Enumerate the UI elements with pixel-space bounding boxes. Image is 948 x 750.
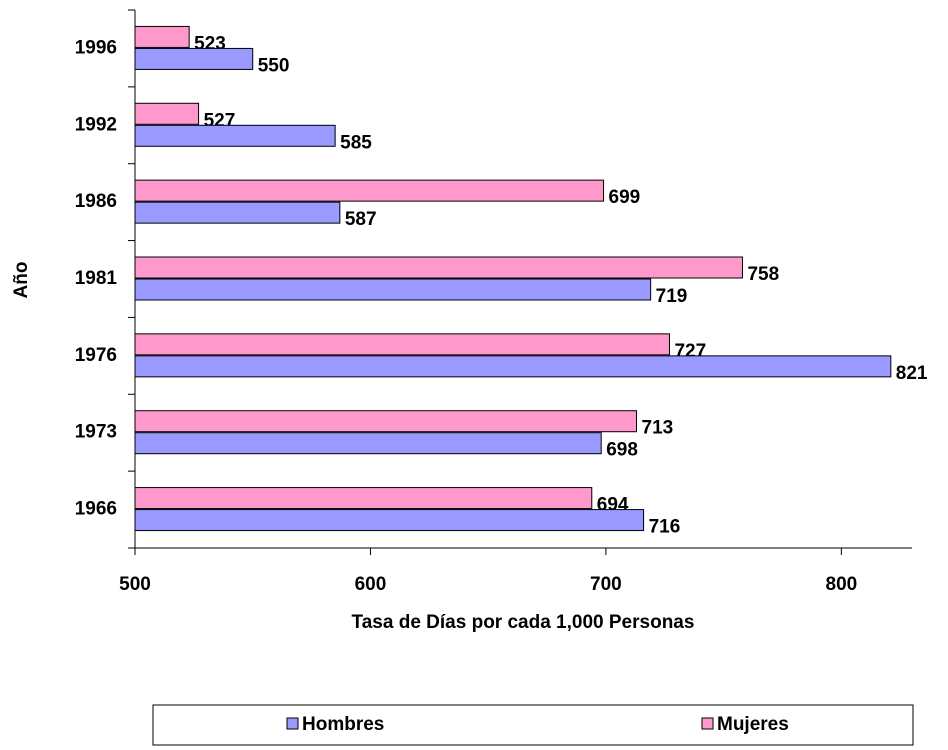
legend-swatch <box>701 717 714 730</box>
data-label: 719 <box>656 286 688 307</box>
bar <box>134 201 341 224</box>
bar <box>134 509 645 532</box>
bar <box>134 355 892 378</box>
legend-label: Mujeres <box>717 714 789 735</box>
y-tick-label: 1986 <box>75 191 117 212</box>
x-tick-label: 500 <box>119 574 151 595</box>
data-label: 587 <box>345 209 377 230</box>
bar <box>134 124 336 147</box>
bar <box>134 47 254 70</box>
y-tick-label: 1976 <box>75 345 117 366</box>
data-label: 699 <box>609 187 641 208</box>
x-axis-label: Tasa de Días por cada 1,000 Personas <box>352 612 695 633</box>
bar <box>134 256 743 279</box>
bar <box>134 102 200 125</box>
bar <box>134 432 602 455</box>
x-tick-label: 700 <box>590 574 622 595</box>
data-label: 821 <box>896 363 928 384</box>
bar <box>134 410 638 433</box>
data-label: 698 <box>606 440 638 461</box>
data-label: 713 <box>642 418 674 439</box>
bar <box>134 278 652 301</box>
y-tick-label: 1973 <box>75 422 117 443</box>
data-label: 716 <box>649 517 681 538</box>
y-tick-label: 1966 <box>75 499 117 520</box>
data-label: 758 <box>747 264 779 285</box>
x-tick-label: 600 <box>355 574 387 595</box>
bar <box>134 487 593 510</box>
x-tick-label: 800 <box>826 574 858 595</box>
data-label: 550 <box>258 55 290 76</box>
legend-swatch <box>286 717 299 730</box>
y-tick-label: 1996 <box>75 37 117 58</box>
data-label: 585 <box>340 132 372 153</box>
bar <box>134 333 670 356</box>
y-axis-label: Año <box>11 262 32 299</box>
legend-label: Hombres <box>302 714 384 735</box>
y-tick-label: 1981 <box>75 268 118 289</box>
bar <box>134 25 190 48</box>
legend-box <box>152 704 914 746</box>
bar <box>134 179 605 202</box>
y-tick-label: 1992 <box>75 114 117 135</box>
